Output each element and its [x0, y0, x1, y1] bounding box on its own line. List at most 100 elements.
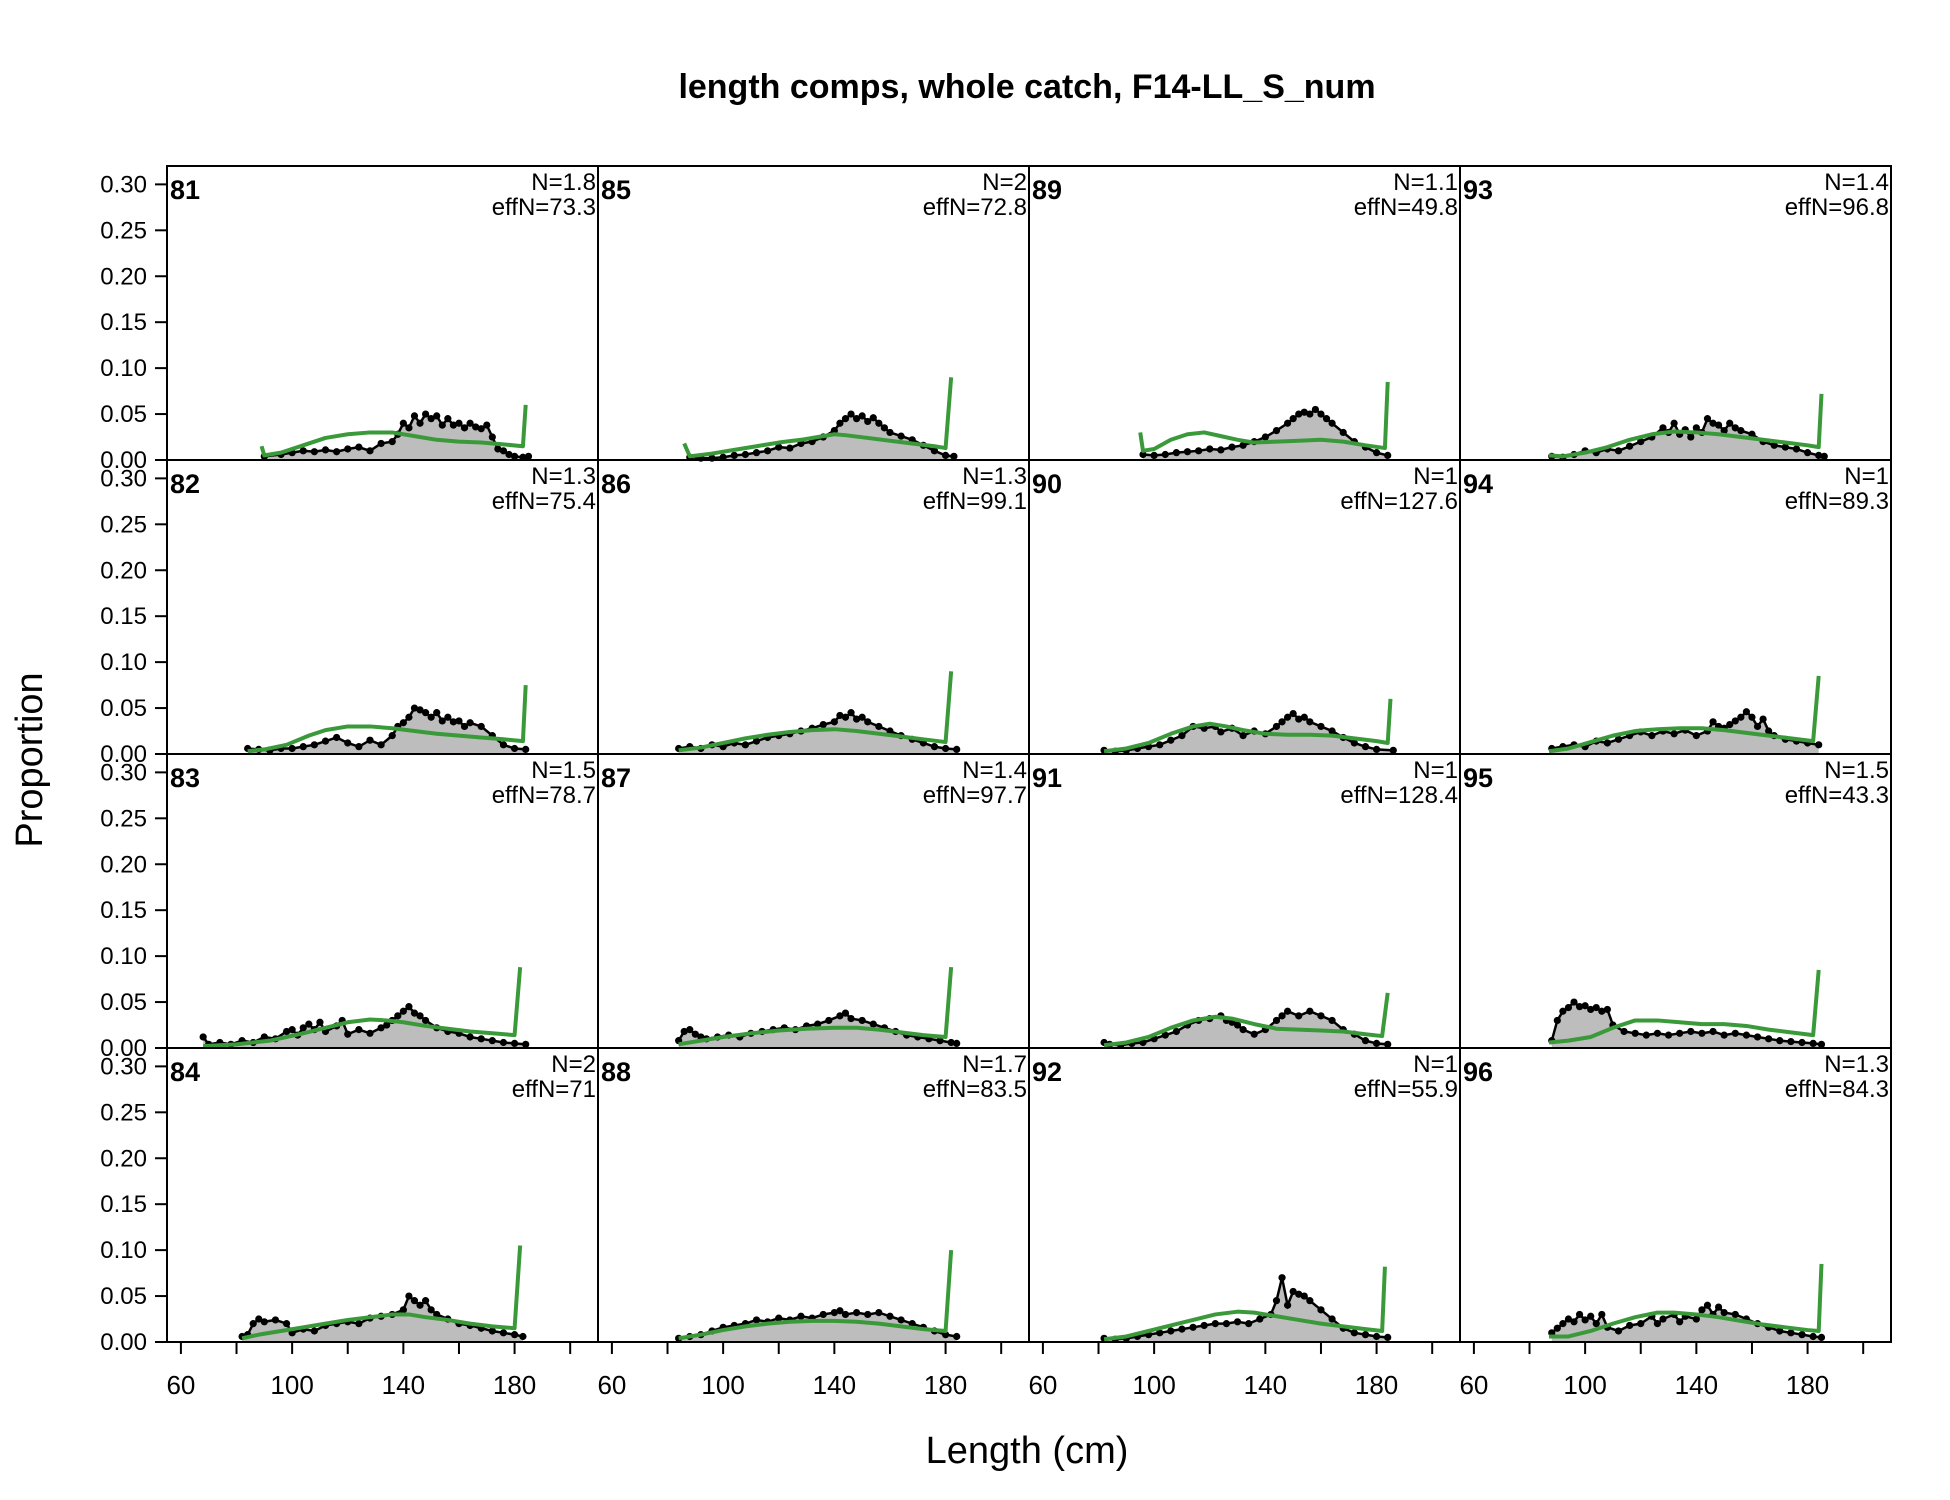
observed-point — [1289, 415, 1297, 423]
observed-point — [875, 419, 883, 427]
observed-point — [953, 1039, 961, 1048]
x-tick-label: 180 — [1786, 1370, 1829, 1400]
expected-line — [1548, 393, 1824, 459]
observed-point — [886, 727, 894, 735]
observed-point — [383, 1021, 391, 1029]
observed-point — [505, 450, 513, 459]
observed-point — [858, 713, 866, 721]
observed-point — [1787, 1037, 1795, 1046]
observed-point — [524, 452, 533, 460]
observed-point — [1553, 1324, 1561, 1332]
y-tick-label: 0.15 — [100, 897, 147, 924]
observed-point — [836, 1307, 844, 1315]
x-tick-label: 140 — [382, 1370, 425, 1400]
expected-line — [203, 966, 523, 1049]
observed-point — [1726, 721, 1734, 729]
x-tick-label: 60 — [597, 1370, 626, 1400]
observed-point — [260, 1033, 268, 1041]
observed-point — [477, 722, 485, 731]
chart-title: length comps, whole catch, F14-LL_S_num — [678, 68, 1375, 106]
observed-point — [1715, 421, 1723, 429]
observed-point — [466, 1033, 474, 1041]
observed-point — [864, 1310, 872, 1319]
observed-point — [1676, 1318, 1684, 1326]
expected-line — [1138, 381, 1390, 453]
panel-effn-label: effN=99.1 — [923, 488, 1027, 515]
observed-point — [449, 421, 458, 429]
observed-point — [875, 1309, 883, 1317]
observed-point — [1770, 441, 1778, 449]
panel-year-label: 82 — [170, 469, 200, 499]
observed-point — [1564, 1003, 1573, 1012]
observed-point — [841, 415, 850, 423]
observed-point — [869, 1020, 877, 1028]
observed-point — [1692, 1315, 1700, 1323]
panel-n-label: N=1 — [1844, 463, 1889, 490]
y-tick-label: 0.25 — [100, 217, 147, 244]
observed-point — [1809, 1332, 1817, 1341]
observed-point — [522, 745, 530, 754]
panel-n-label: N=1 — [1413, 1051, 1458, 1078]
observed-point — [1798, 1331, 1806, 1339]
observed-point — [410, 1297, 419, 1305]
panel-year-label: 88 — [601, 1057, 631, 1087]
panel-n-label: N=1.7 — [962, 1051, 1027, 1078]
panel-effn-label: effN=72.8 — [923, 194, 1027, 221]
observed-point — [847, 1015, 855, 1023]
observed-point — [869, 414, 877, 422]
observed-point — [797, 1312, 805, 1320]
observed-point — [1581, 1002, 1589, 1010]
observed-point — [752, 737, 761, 745]
observed-point — [1637, 438, 1645, 446]
expected-line — [247, 684, 528, 754]
observed-point — [1703, 415, 1712, 423]
observed-point — [366, 1029, 374, 1037]
observed-point — [1328, 1315, 1336, 1323]
observed-point — [941, 744, 950, 753]
observed-point — [1228, 443, 1236, 451]
observed-point — [1587, 1312, 1595, 1320]
observed-point — [1820, 452, 1828, 460]
panel-n-label: N=1.4 — [962, 757, 1027, 784]
observed-point — [1598, 1310, 1606, 1319]
observed-point — [1278, 1012, 1286, 1020]
y-tick-label: 0.20 — [100, 1145, 147, 1172]
observed-point — [1598, 1007, 1606, 1015]
observed-point — [1289, 1287, 1297, 1296]
observed-point — [1731, 424, 1739, 432]
observed-point — [1161, 450, 1169, 459]
observed-point — [488, 1037, 496, 1045]
observed-point — [438, 717, 446, 725]
observed-point — [282, 1027, 291, 1036]
observed-point — [1575, 1310, 1584, 1319]
y-tick-label: 0.25 — [100, 1099, 147, 1126]
observed-point — [377, 1024, 385, 1032]
observed-point — [930, 447, 939, 455]
observed-point — [1631, 1029, 1639, 1037]
observed-point — [1150, 451, 1158, 460]
observed-point — [455, 419, 463, 427]
observed-point — [686, 1026, 694, 1034]
observed-point — [344, 1030, 352, 1038]
observed-point — [1592, 1003, 1600, 1012]
observed-point — [1217, 728, 1225, 736]
observed-point — [1776, 1037, 1784, 1045]
observed-point — [1698, 1029, 1706, 1037]
panel-n-label: N=1.5 — [531, 757, 596, 784]
observed-point — [853, 715, 861, 723]
observed-point — [1570, 1318, 1578, 1326]
expected-line — [1548, 1263, 1824, 1339]
observed-point — [472, 423, 480, 431]
observed-point — [1284, 1007, 1292, 1015]
y-tick-label: 0.00 — [100, 447, 147, 474]
observed-area — [678, 1310, 957, 1342]
panel-n-label: N=1.3 — [962, 463, 1027, 490]
observed-point — [399, 719, 407, 727]
observed-point — [1614, 1327, 1623, 1335]
observed-point — [321, 446, 330, 454]
observed-point — [444, 415, 452, 423]
observed-point — [1384, 1040, 1392, 1048]
